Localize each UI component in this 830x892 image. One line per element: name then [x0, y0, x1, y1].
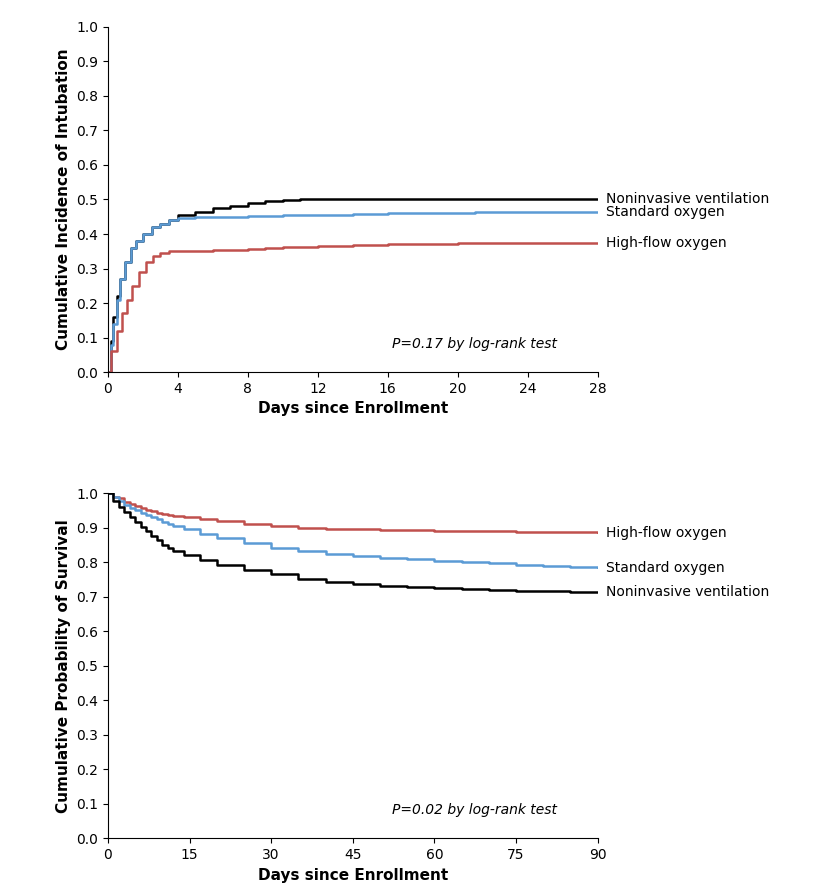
Y-axis label: Cumulative Incidence of Intubation: Cumulative Incidence of Intubation [56, 49, 71, 351]
Text: Noninvasive ventilation: Noninvasive ventilation [606, 584, 769, 599]
Text: P=0.02 by log-rank test: P=0.02 by log-rank test [392, 804, 557, 817]
X-axis label: Days since Enrollment: Days since Enrollment [257, 401, 448, 417]
Text: Standard oxygen: Standard oxygen [606, 204, 725, 219]
X-axis label: Days since Enrollment: Days since Enrollment [257, 868, 448, 883]
Text: High-flow oxygen: High-flow oxygen [606, 235, 726, 250]
Text: Standard oxygen: Standard oxygen [606, 561, 725, 575]
Text: High-flow oxygen: High-flow oxygen [606, 525, 726, 540]
Y-axis label: Cumulative Probability of Survival: Cumulative Probability of Survival [56, 519, 71, 813]
Text: P=0.17 by log-rank test: P=0.17 by log-rank test [392, 337, 557, 351]
Text: Noninvasive ventilation: Noninvasive ventilation [606, 193, 769, 206]
